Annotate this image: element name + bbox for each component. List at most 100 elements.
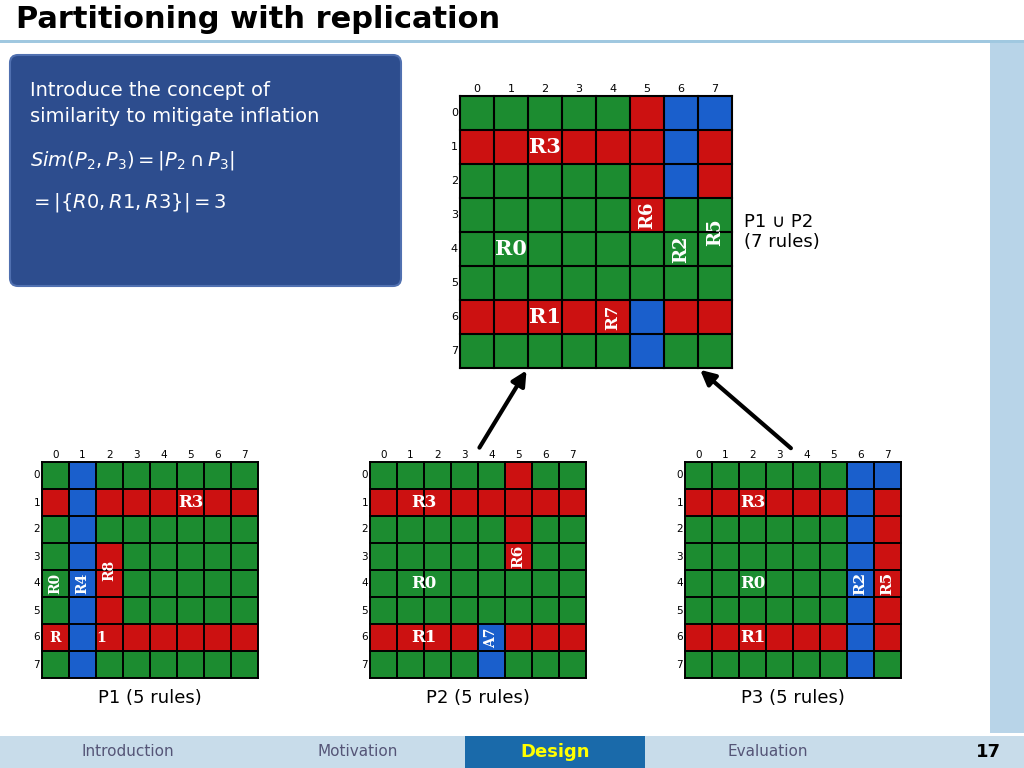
Text: R0: R0 [48, 573, 62, 594]
Text: 4: 4 [677, 578, 683, 588]
Text: 5: 5 [187, 450, 194, 460]
Text: Design: Design [520, 743, 590, 761]
Bar [685, 624, 901, 651]
Bar [370, 570, 586, 597]
Text: $= |\{R0, R1, R3\}| = 3$: $= |\{R0, R1, R3\}| = 3$ [30, 191, 226, 214]
Text: 6: 6 [451, 312, 458, 322]
Bar [465, 736, 645, 768]
Bar [460, 300, 732, 334]
Bar [630, 164, 664, 198]
Bar [460, 334, 732, 368]
Bar [370, 489, 586, 516]
Text: 1: 1 [508, 84, 514, 94]
Bar [630, 130, 664, 164]
Text: R1: R1 [529, 307, 561, 327]
Text: 7: 7 [451, 346, 458, 356]
Bar [370, 462, 586, 489]
Bar [685, 489, 901, 516]
Text: Partitioning with replication: Partitioning with replication [16, 5, 500, 35]
Bar [874, 462, 901, 489]
Bar [96, 543, 123, 570]
Bar [460, 266, 732, 300]
Bar [478, 624, 505, 651]
Bar [685, 651, 901, 678]
Bar [370, 624, 586, 651]
Text: R3: R3 [739, 494, 765, 511]
Text: $\mathit{Sim}(P_2, P_3) = |P_2 \cap P_3|$: $\mathit{Sim}(P_2, P_3) = |P_2 \cap P_3|… [30, 149, 234, 172]
Bar [847, 570, 874, 597]
Text: R7: R7 [604, 304, 622, 329]
Text: R3: R3 [529, 137, 561, 157]
Text: 5: 5 [643, 84, 650, 94]
Bar [69, 462, 96, 489]
Bar [847, 543, 874, 570]
Text: 0: 0 [380, 450, 387, 460]
Bar [42, 651, 258, 678]
Bar [505, 543, 532, 570]
Text: 5: 5 [451, 278, 458, 288]
Text: R0: R0 [412, 575, 436, 592]
Bar [664, 96, 698, 130]
Bar [664, 300, 698, 334]
Text: 3: 3 [451, 210, 458, 220]
Bar [42, 543, 258, 570]
Bar [96, 624, 123, 651]
Text: 4: 4 [803, 450, 810, 460]
Text: R1: R1 [740, 629, 765, 646]
Bar [847, 624, 874, 651]
Text: 2: 2 [542, 84, 549, 94]
Bar [698, 164, 732, 198]
Bar [460, 232, 732, 266]
Text: 2: 2 [106, 450, 113, 460]
Text: 1: 1 [408, 450, 414, 460]
Text: 0: 0 [677, 471, 683, 481]
Text: P2 (5 rules): P2 (5 rules) [426, 689, 530, 707]
Text: 1: 1 [451, 142, 458, 152]
Text: R1: R1 [412, 629, 436, 646]
Text: 2: 2 [361, 525, 368, 535]
Text: 5: 5 [515, 450, 522, 460]
Text: R5: R5 [881, 572, 895, 595]
Text: R3: R3 [178, 494, 203, 511]
Bar [874, 597, 901, 624]
Bar [69, 543, 96, 570]
Text: 3: 3 [677, 551, 683, 561]
Bar [69, 516, 96, 543]
Text: R2: R2 [853, 572, 867, 595]
Text: 6: 6 [361, 633, 368, 643]
Bar [874, 516, 901, 543]
Bar [460, 164, 732, 198]
Text: 5: 5 [830, 450, 837, 460]
Bar [685, 570, 901, 597]
Bar [69, 570, 96, 597]
Bar [990, 40, 1024, 733]
Text: 5: 5 [677, 605, 683, 615]
Bar [874, 624, 901, 651]
Bar [460, 96, 732, 130]
Text: 7: 7 [712, 84, 719, 94]
Bar [42, 516, 258, 543]
Bar [874, 570, 901, 597]
Text: 6: 6 [678, 84, 684, 94]
Text: 6: 6 [677, 633, 683, 643]
Text: 2: 2 [677, 525, 683, 535]
Text: 0: 0 [361, 471, 368, 481]
Text: 5: 5 [361, 605, 368, 615]
Text: 0: 0 [34, 471, 40, 481]
Text: R0: R0 [495, 239, 527, 259]
Text: 3: 3 [461, 450, 468, 460]
Bar [685, 516, 901, 543]
Bar [505, 462, 532, 489]
Bar [69, 624, 96, 651]
Text: 4: 4 [488, 450, 495, 460]
Text: 1: 1 [96, 631, 106, 644]
Text: 3: 3 [34, 551, 40, 561]
Text: 7: 7 [361, 660, 368, 670]
Bar [847, 651, 874, 678]
Bar [42, 597, 258, 624]
Text: 0: 0 [451, 108, 458, 118]
Bar [874, 489, 901, 516]
Text: 7: 7 [242, 450, 248, 460]
Bar [874, 543, 901, 570]
Bar [42, 489, 258, 516]
